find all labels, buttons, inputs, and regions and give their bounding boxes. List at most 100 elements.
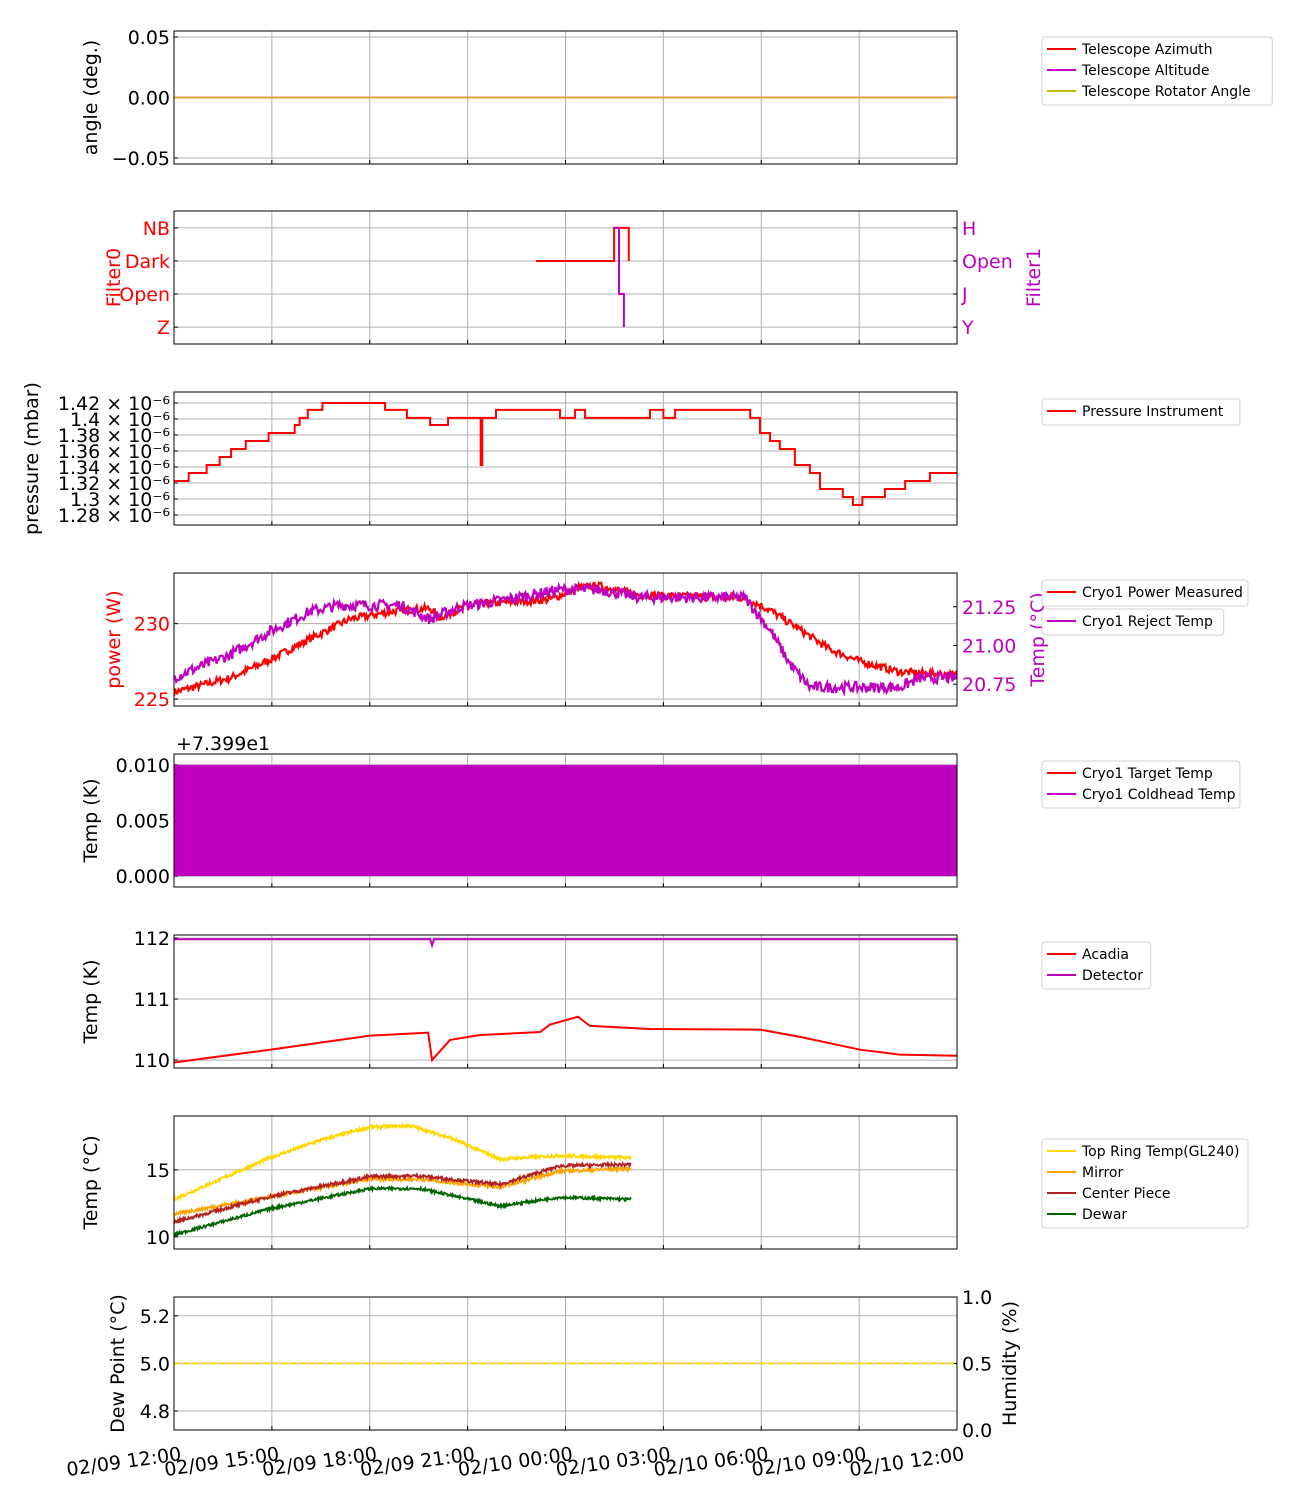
right-y-axis-label: Temp (°C)	[1027, 592, 1049, 687]
panel-4: 225 230 power (W) 20.75 21.00 21.25 Temp (°C) C…	[103, 572, 1249, 711]
series-group	[174, 1121, 632, 1238]
legend: Pressure Instrument	[1041, 398, 1241, 426]
y-tick-label: 0.00	[128, 88, 170, 110]
y-tick-label: 5.2	[140, 1306, 170, 1328]
plot-frame	[173, 210, 958, 345]
plot-frame	[173, 753, 958, 888]
y-tick-label: 1.3 × 10⁻⁶	[70, 489, 170, 511]
y-tick-label: −0.05	[112, 148, 170, 170]
legend-box	[1041, 398, 1241, 426]
series-group	[174, 401, 957, 506]
series-line-filter0	[536, 226, 630, 262]
legend-box	[1041, 1138, 1249, 1229]
plot-frame	[173, 30, 958, 165]
y-axis-label: Temp (K)	[80, 960, 102, 1045]
right-y-tick-label: 0.5	[962, 1354, 992, 1376]
y-axis-label: Temp (°C)	[80, 1135, 102, 1230]
y-tick-label: Dark	[125, 251, 170, 273]
legend-entry: Cryo1 Reject Temp	[1082, 614, 1213, 630]
legend-entry: Center Piece	[1082, 1186, 1171, 1202]
y-tick-label: 10	[146, 1227, 170, 1249]
right-y-tick-label: 21.25	[962, 597, 1016, 619]
y-axis-label: Temp (K)	[80, 779, 102, 864]
right-y-axis-label: Filter1	[1023, 248, 1045, 307]
legend-entry: Mirror	[1082, 1165, 1123, 1181]
series-line-acadia	[174, 1015, 957, 1064]
y-tick-label: 4.8	[140, 1401, 170, 1423]
series-group	[536, 226, 630, 328]
legend-box	[1041, 760, 1241, 809]
legend: Cryo1 Reject Temp	[1041, 608, 1225, 636]
panel-2: Z Open Dark NB Filter0 YJ Open H Filter1	[103, 210, 1045, 345]
series-line-mirror	[174, 1164, 632, 1218]
right-y-tick-label: 1.0	[962, 1287, 992, 1309]
panel-8: 4.8 5.0 5.2 Dew Point (°C) 0.0 0.5 1.0 Humidity…	[107, 1287, 1021, 1442]
right-y-tick-label: J	[961, 284, 968, 306]
y-tick-label: 230	[134, 614, 170, 636]
right-y-tick-label: 0.0	[962, 1420, 992, 1442]
offset-text: +7.399e1	[176, 733, 270, 755]
plot-frame	[173, 572, 958, 707]
legend-box	[1041, 608, 1225, 636]
right-y-tick-label: H	[962, 218, 976, 240]
legend-entry: Pressure Instrument	[1082, 404, 1224, 420]
y-tick-label: 1.34 × 10⁻⁶	[58, 457, 170, 479]
y-tick-label: Open	[119, 284, 170, 306]
right-y-axis-label: Humidity (%)	[999, 1301, 1021, 1426]
plot-frame	[173, 1115, 958, 1250]
legend-entry: Cryo1 Power Measured	[1082, 585, 1243, 601]
plot-frame	[173, 1296, 958, 1431]
panel-3: 1.28 × 10⁻⁶1.3 × 10⁻⁶1.32 × 10⁻⁶1.34 × 1…	[21, 382, 1241, 535]
legend-entry: Telescope Rotator Angle	[1081, 84, 1251, 100]
legend-box	[1041, 36, 1273, 106]
right-y-tick-label: Open	[962, 251, 1013, 273]
panel-7: 10 15 Temp (°C) Top Ring Temp(GL240) Mirror C…	[80, 1115, 1249, 1250]
y-tick-label: 0.05	[128, 27, 170, 49]
series-group	[174, 764, 957, 877]
legend: Cryo1 Target Temp Cryo1 Coldhead Temp	[1041, 760, 1241, 809]
y-tick-label: 15	[146, 1160, 170, 1182]
plot-frame	[173, 391, 958, 526]
legend-entry: Cryo1 Target Temp	[1082, 766, 1213, 782]
legend-entry: Top Ring Temp(GL240)	[1081, 1144, 1240, 1160]
series-band-Cryo1 Coldhead Temp	[174, 764, 957, 877]
y-axis-label: Dew Point (°C)	[107, 1294, 129, 1433]
series-group	[174, 580, 957, 697]
legend: Telescope Azimuth Telescope Altitude Teles…	[1041, 36, 1273, 106]
y-tick-label: 1.36 × 10⁻⁶	[58, 441, 170, 463]
legend-entry: Dewar	[1082, 1207, 1127, 1223]
right-y-tick-label: Y	[961, 317, 974, 339]
y-tick-label: 110	[134, 1050, 170, 1072]
series-line-center-piece	[174, 1160, 632, 1224]
x-tick-label: 02/10 12:00	[848, 1443, 965, 1481]
legend: Acadia Detector	[1041, 941, 1152, 990]
legend-entry: Detector	[1082, 968, 1143, 984]
series-group	[174, 938, 957, 1064]
series-line-cryo1-reject-temp	[174, 581, 957, 697]
y-tick-label: 1.42 × 10⁻⁶	[58, 393, 170, 415]
series-line-pressure-instrument	[174, 401, 957, 506]
legend: Top Ring Temp(GL240) Mirror Center Piece De…	[1041, 1138, 1249, 1229]
y-tick-label: 0.010	[116, 755, 170, 777]
panel-5: 0.000 0.005 0.010 Temp (K) +7.399e1 Cryo1 Tar…	[80, 733, 1241, 888]
y-tick-label: 5.0	[140, 1353, 170, 1375]
series-line-filter1	[614, 226, 625, 328]
series-line-dewar	[174, 1184, 632, 1238]
y-tick-label: 225	[134, 689, 170, 711]
y-tick-label: 111	[134, 989, 170, 1011]
right-y-tick-label: 21.00	[962, 635, 1016, 657]
right-y-tick-label: 20.75	[962, 674, 1016, 696]
series-line-detector	[174, 938, 957, 949]
y-tick-label: 1.32 × 10⁻⁶	[58, 473, 170, 495]
y-tick-label: 0.000	[116, 866, 170, 888]
y-axis-label: Filter0	[103, 248, 125, 307]
legend-entry: Telescope Azimuth	[1081, 42, 1212, 58]
y-tick-label: Z	[157, 317, 170, 339]
y-tick-label: NB	[143, 218, 170, 240]
panel-6: 110 111 112 Temp (K) Acadia Detector	[80, 928, 1152, 1072]
y-tick-label: 1.4 × 10⁻⁶	[70, 409, 170, 431]
y-tick-label: 0.005	[116, 811, 170, 833]
y-tick-label: 1.38 × 10⁻⁶	[58, 425, 170, 447]
y-axis-label: angle (deg.)	[80, 40, 102, 155]
